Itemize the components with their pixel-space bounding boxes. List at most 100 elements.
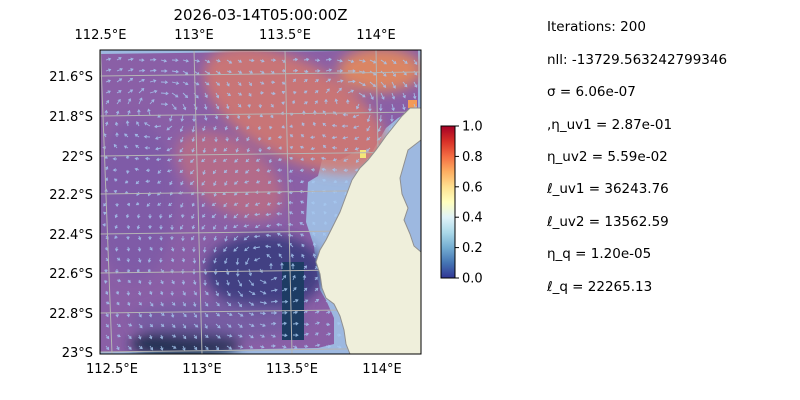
velocity-arrow [248,279,254,287]
velocity-arrow [281,321,288,326]
velocity-arrow [215,103,220,110]
velocity-arrow [223,202,228,208]
velocity-arrow [402,103,406,111]
velocity-arrow [181,257,186,263]
velocity-arrow [148,214,152,219]
velocity-arrow [113,178,118,182]
velocity-arrow [245,169,250,174]
velocity-arrow [116,257,121,261]
velocity-arrow [203,103,208,110]
velocity-arrow [278,146,282,150]
velocity-arrow [114,213,118,219]
velocity-arrow [115,132,119,138]
velocity-arrow [368,103,372,112]
velocity-arrow [159,257,163,263]
velocity-arrow [204,114,208,121]
velocity-arrow [214,114,219,120]
velocity-arrow [233,246,239,252]
velocity-arrow [202,147,207,154]
velocity-arrow [314,321,320,325]
velocity-arrow [366,136,371,141]
velocity-arrow [105,301,110,305]
velocity-arrow [138,301,142,306]
velocity-arrow [134,133,140,138]
velocity-arrow [344,147,349,152]
velocity-arrow [254,202,261,206]
velocity-arrow [149,345,154,351]
velocity-arrow [248,345,254,349]
velocity-arrow [289,156,294,161]
velocity-arrow [303,90,308,94]
velocity-arrow [171,103,177,111]
velocity-arrow [180,114,184,122]
velocity-arrow [154,124,162,129]
velocity-arrow [180,202,184,208]
velocity-arrow [255,180,261,184]
velocity-arrow [325,68,333,72]
velocity-arrow [248,312,255,316]
velocity-arrow [127,77,134,83]
velocity-arrow [144,156,151,161]
velocity-arrow [292,90,297,95]
velocity-arrow [105,57,112,61]
velocity-arrow [115,110,120,116]
velocity-arrow [300,134,305,138]
velocity-arrow [325,344,332,349]
velocity-arrow [288,179,294,183]
velocity-arrow [292,345,298,349]
velocity-arrow [226,334,233,338]
velocity-arrow [245,158,250,163]
velocity-arrow [126,235,130,240]
velocity-arrow [226,323,232,328]
velocity-arrow [281,125,285,129]
velocity-arrow [246,125,250,130]
field-warm-band [203,50,387,174]
velocity-arrow [323,211,327,215]
y-tick-5: 22.6°S [49,267,93,282]
velocity-arrow [292,78,297,83]
velocity-arrow [114,121,119,127]
velocity-arrow [182,70,189,75]
velocity-arrow [248,70,254,74]
stat-sigma: σ = 6.06e-07 [547,84,636,100]
velocity-arrow [127,279,131,284]
velocity-arrow [235,125,239,131]
stat-l-q: ℓ_q = 22265.13 [547,279,653,295]
velocity-arrow [224,235,228,242]
velocity-arrow [336,345,342,349]
velocity-arrow [259,290,267,295]
velocity-arrow [160,323,165,327]
colorbar: 0.0 0.2 0.4 0.6 0.8 1.0 [440,120,483,287]
x-tick-bottom-2: 113.5°E [266,362,318,377]
x-tick-top-3: 114°E [356,28,396,43]
velocity-arrow [264,244,272,249]
velocity-arrow [248,92,252,97]
velocity-arrow [161,69,168,73]
velocity-arrow [269,262,273,269]
velocity-arrow [204,334,209,338]
velocity-arrow [331,123,338,128]
velocity-arrow [266,202,272,206]
velocity-arrow [159,334,164,340]
velocity-arrow [333,179,338,184]
velocity-arrow [127,110,131,116]
velocity-arrow [155,157,162,162]
velocity-arrow [160,91,169,96]
velocity-arrow [125,213,130,219]
colorbar-tick-label-2: 0.4 [462,211,483,226]
velocity-arrow [202,246,207,253]
velocity-arrow [127,57,134,62]
velocity-arrow [226,81,230,87]
velocity-arrow [310,168,316,172]
velocity-arrow [312,221,316,226]
colorbar-tick-label-5: 1.0 [462,120,483,135]
velocity-arrow [127,323,133,327]
velocity-arrow [105,166,109,171]
velocity-arrow [300,157,305,161]
velocity-arrow [169,180,173,186]
velocity-arrow [248,58,255,63]
velocity-arrow [259,345,265,349]
velocity-arrow [342,136,349,140]
velocity-arrow [259,114,264,118]
velocity-arrow [257,125,262,131]
